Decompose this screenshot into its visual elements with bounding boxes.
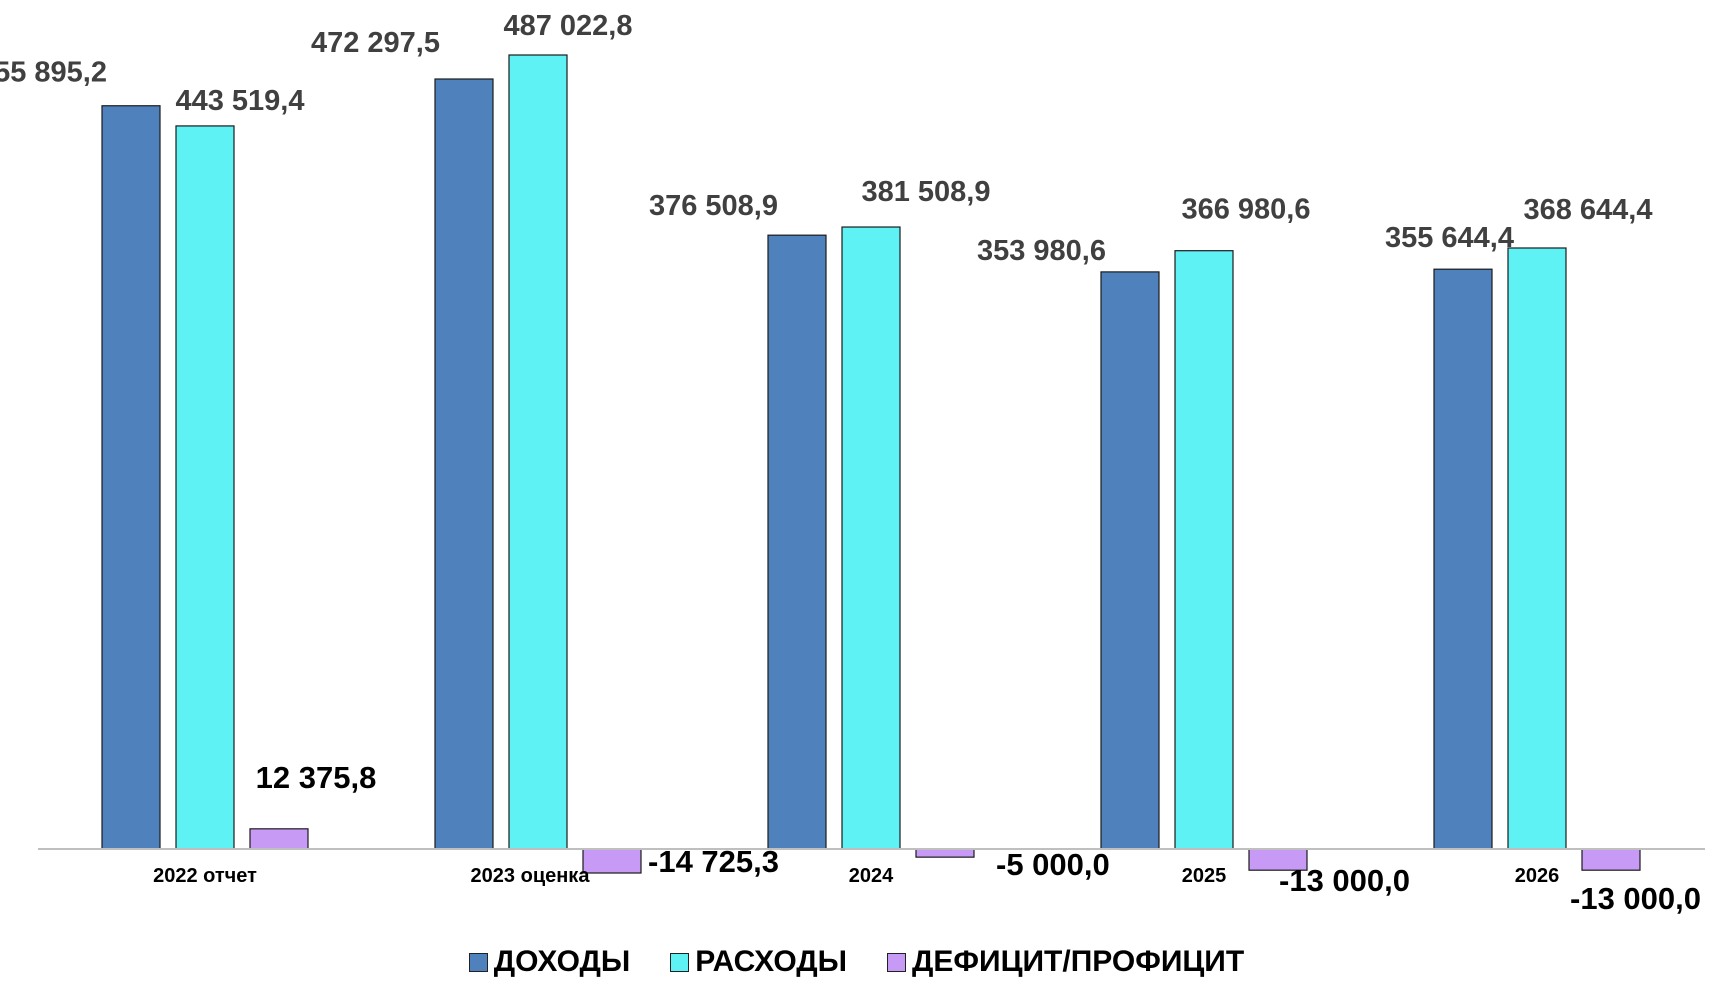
data-label-income-0: 455 895,2 [0, 57, 107, 89]
bar-balance-1 [582, 848, 642, 874]
data-label-balance-3: -13 000,0 [1279, 863, 1410, 898]
data-label-balance-2: -5 000,0 [996, 847, 1110, 882]
legend-swatch-balance [887, 952, 907, 972]
category-label-3: 2025 [1182, 865, 1227, 887]
legend-item-balance: ДЕФИЦИТ/ПРОФИЦИТ [887, 945, 1244, 979]
data-label-income-1: 472 297,5 [311, 27, 440, 59]
bar-balance-4 [1581, 848, 1641, 871]
data-label-balance-0: 12 375,8 [256, 760, 377, 795]
legend: ДОХОДЫ РАСХОДЫ ДЕФИЦИТ/ПРОФИЦИТ [0, 945, 1713, 979]
data-label-expenses-4: 368 644,4 [1523, 194, 1652, 226]
legend-item-income: ДОХОДЫ [468, 945, 631, 979]
bar-expenses-1 [508, 54, 568, 850]
data-label-expenses-2: 381 508,9 [861, 176, 990, 208]
bar-balance-2 [915, 848, 975, 858]
bar-expenses-4 [1507, 247, 1567, 850]
data-label-expenses-0: 443 519,4 [175, 85, 304, 117]
legend-swatch-expenses [670, 952, 690, 972]
bar-income-1 [434, 78, 494, 850]
bar-expenses-0 [175, 125, 235, 850]
data-label-income-2: 376 508,9 [649, 190, 778, 222]
category-label-1: 2023 оценка [471, 865, 591, 887]
bar-expenses-2 [841, 226, 901, 850]
legend-label-income: ДОХОДЫ [493, 945, 631, 978]
category-label-0: 2022 отчет [153, 865, 257, 887]
bars-layer [101, 54, 1641, 874]
legend-item-expenses: РАСХОДЫ [670, 945, 847, 979]
legend-label-expenses: РАСХОДЫ [695, 945, 848, 978]
category-label-2: 2024 [849, 865, 894, 887]
data-label-balance-1: -14 725,3 [648, 844, 779, 879]
legend-swatch-income [468, 952, 488, 972]
bar-expenses-3 [1174, 250, 1234, 850]
legend-label-balance: ДЕФИЦИТ/ПРОФИЦИТ [912, 945, 1245, 978]
bar-income-4 [1433, 268, 1493, 850]
data-label-expenses-1: 487 022,8 [503, 10, 632, 42]
bar-income-3 [1100, 271, 1160, 850]
data-label-balance-4: -13 000,0 [1570, 881, 1701, 916]
category-label-4: 2026 [1515, 865, 1560, 887]
bar-income-2 [767, 234, 827, 850]
data-labels-layer: 455 895,2 443 519,4 12 375,8 472 297,5 487 0… [0, 10, 1701, 916]
data-label-income-4: 355 644,4 [1385, 222, 1514, 254]
bar-income-0 [101, 105, 161, 850]
data-label-expenses-3: 366 980,6 [1181, 194, 1310, 226]
data-label-income-3: 353 980,6 [977, 235, 1106, 267]
category-labels-layer: 2022 отчет 2023 оценка 2024 2025 2026 [153, 865, 1559, 887]
bar-balance-0 [249, 828, 309, 850]
